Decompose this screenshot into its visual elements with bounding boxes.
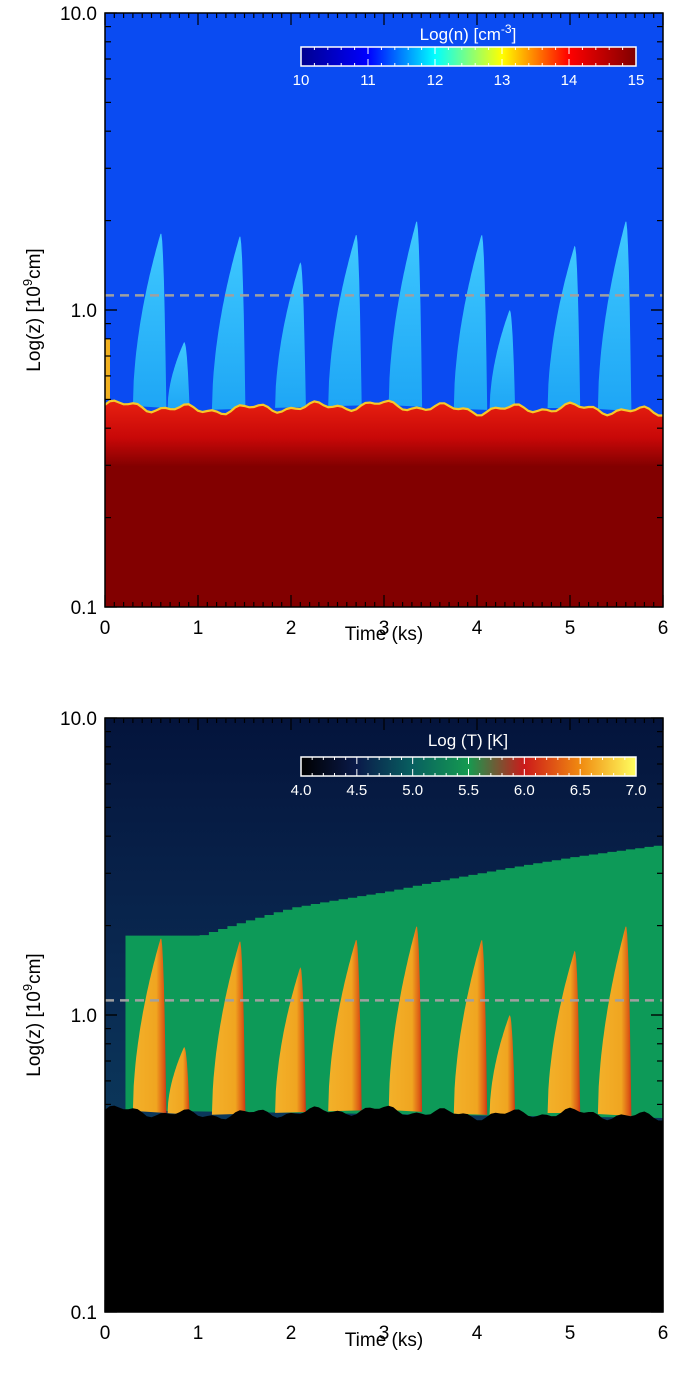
colorbar-tick-label: 11 (360, 72, 376, 89)
x-axis-title: Time (ks) (345, 1330, 423, 1351)
loop-event (388, 926, 423, 1112)
x-tick-label: 5 (565, 618, 576, 639)
x-tick-label: 0 (100, 1323, 111, 1344)
x-tick-label: 2 (286, 1323, 297, 1344)
colorbar-tick-label: 13 (494, 72, 511, 89)
y-axis-ticks: 0.1 1.0 10.0 (60, 709, 663, 1324)
chromosphere-region (105, 400, 663, 607)
loop-event (132, 233, 167, 409)
colorbar-tick-label: 15 (628, 72, 645, 89)
loop-event (275, 967, 306, 1113)
x-axis-title: Time (ks) (345, 624, 423, 645)
loop-event (167, 1047, 190, 1115)
y-tick-label: 0.1 (71, 598, 97, 619)
loop-event (489, 1015, 516, 1115)
colorbar-tick-label: 12 (427, 72, 444, 89)
colorbar-title: Log(n) [cm-3] (420, 22, 517, 44)
y-tick-label: 10.0 (60, 4, 97, 25)
loop-event (211, 941, 246, 1115)
x-tick-label: 1 (193, 618, 204, 639)
y-tick-label: 10.0 (60, 709, 97, 730)
initial-condition-strip (105, 338, 110, 400)
colorbar-tick-label: 5.5 (458, 782, 479, 799)
loop-event (597, 926, 632, 1117)
colorbar-tick-label: 7.0 (626, 782, 647, 799)
loop-event (328, 940, 362, 1112)
chromosphere-region (105, 1105, 663, 1312)
colorbar-tick-label: 5.0 (402, 782, 423, 799)
loop-event (275, 262, 306, 408)
colorbar-tick-label: 6.5 (570, 782, 591, 799)
density-heatmap (105, 13, 663, 607)
loop-event (547, 245, 581, 409)
temperature-panel: 0 1 2 3 4 5 6 0.1 1.0 10.0 Time (ks) Log(z) [109… (20, 709, 668, 1351)
density-colorbar: Log(n) [cm-3] 10 11 12 13 14 15 (293, 22, 645, 89)
loop-event (388, 221, 423, 407)
x-tick-label: 2 (286, 618, 297, 639)
loop-event (211, 236, 246, 410)
colorbar-tick-label: 10 (293, 72, 310, 89)
x-tick-label: 3 (379, 1323, 390, 1344)
temperature-heatmap (105, 718, 663, 1312)
loop-event (453, 940, 488, 1115)
colorbar-bar (300, 46, 637, 67)
colorbar-tick-label: 6.0 (514, 782, 535, 799)
x-tick-label: 1 (193, 1323, 204, 1344)
loop-event (328, 235, 362, 407)
x-tick-label: 5 (565, 1323, 576, 1344)
colorbar-title: Log (T) [K] (428, 731, 508, 750)
loop-event (489, 310, 516, 410)
y-axis-title: Log(z) [109cm] (20, 953, 45, 1076)
y-tick-label: 1.0 (71, 1006, 97, 1027)
temperature-colorbar: Log (T) [K] 4.0 4.5 5.0 5.5 6.0 6.5 7.0 (291, 731, 647, 799)
colorbar-tick-label: 14 (561, 72, 578, 89)
loop-event (547, 950, 581, 1114)
x-tick-label: 0 (100, 618, 111, 639)
x-tick-label: 4 (472, 1323, 483, 1344)
y-axis-ticks: 0.1 1.0 10.0 (60, 4, 663, 619)
loop-event (453, 235, 488, 410)
loop-event (132, 938, 167, 1114)
x-tick-label: 4 (472, 618, 483, 639)
x-tick-label: 6 (658, 618, 669, 639)
x-axis-ticks: 0 1 2 3 4 5 6 (100, 718, 669, 1344)
warm-region (125, 844, 663, 1118)
y-tick-label: 0.1 (71, 1303, 97, 1324)
colorbar-tick-label: 4.0 (291, 782, 312, 799)
transition-region-edge (105, 399, 663, 417)
loop-event (167, 342, 190, 410)
x-tick-label: 6 (658, 1323, 669, 1344)
y-tick-label: 1.0 (71, 301, 97, 322)
colorbar-tick-label: 4.5 (346, 782, 367, 799)
y-axis-title: Log(z) [109cm] (20, 248, 45, 371)
x-tick-label: 3 (379, 618, 390, 639)
loop-event (597, 221, 632, 412)
